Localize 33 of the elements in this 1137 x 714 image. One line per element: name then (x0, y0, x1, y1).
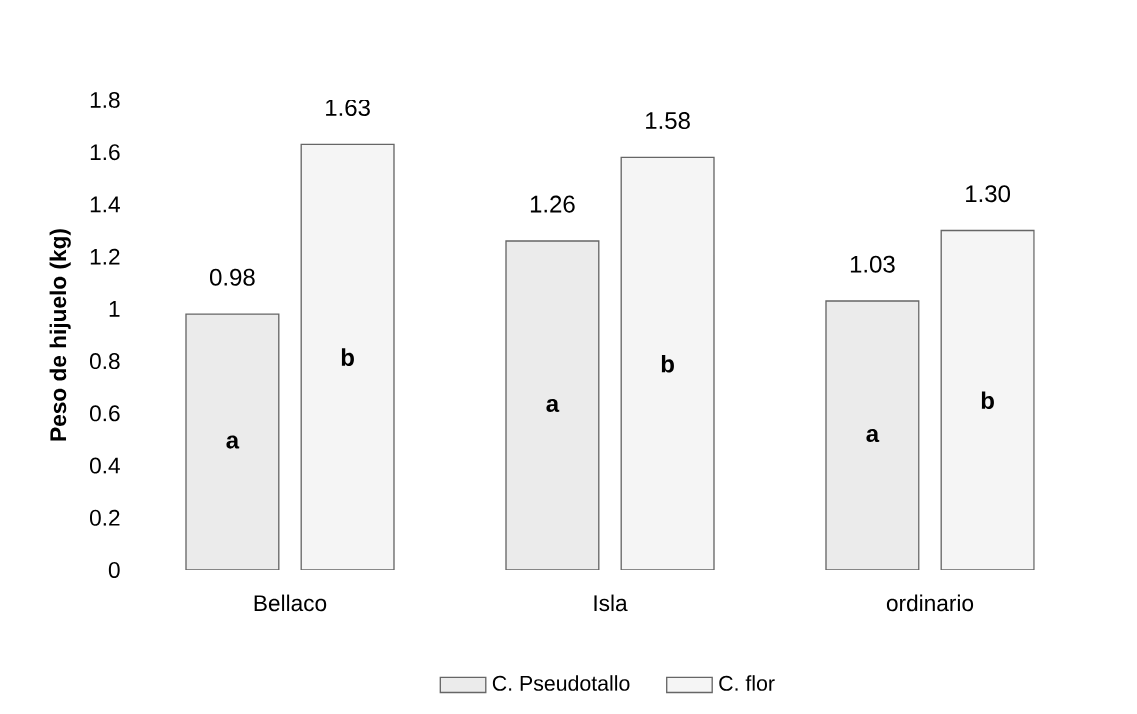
annotation: b (661, 354, 674, 373)
annotation: b (341, 348, 354, 366)
y-tick-label: 0 (108, 562, 120, 578)
y-tick-label: 1 (109, 301, 120, 317)
data-label: 1.26 (530, 195, 575, 213)
annotation: b (981, 391, 994, 410)
bar (185, 313, 280, 570)
annotation: a (226, 435, 240, 449)
annotation: a (866, 428, 880, 443)
y-tick-label: 0.4 (89, 457, 120, 474)
x-tick-label: ordinario (886, 594, 974, 612)
y-tick-label: 1.6 (90, 144, 120, 161)
data-label: 1.30 (966, 185, 1010, 203)
bar (825, 300, 920, 570)
legend-label: C. flor (719, 675, 775, 691)
y-tick-label: 1.8 (90, 91, 120, 108)
bar (940, 229, 1035, 570)
bar (300, 143, 395, 570)
y-tick-label: 0.6 (89, 405, 120, 422)
y-tick-label: 0.8 (89, 353, 120, 370)
y-tick-label: 1.4 (90, 196, 120, 213)
y-tick-label: 0.2 (89, 509, 120, 526)
y-axis-title: Peso de hijuelo (kg) (49, 229, 71, 441)
data-label: 1.03 (850, 255, 895, 273)
y-tick-label: 1.2 (90, 248, 120, 265)
x-tick-label: Isla (594, 594, 628, 612)
annotation: a (546, 398, 560, 413)
x-tick-label: Bellaco (254, 594, 327, 612)
data-label: 0.98 (209, 268, 255, 286)
data-label: 1.58 (646, 112, 690, 130)
bar (505, 240, 600, 570)
legend-label: C. Pseudotallo (492, 675, 630, 691)
bar (620, 156, 715, 570)
